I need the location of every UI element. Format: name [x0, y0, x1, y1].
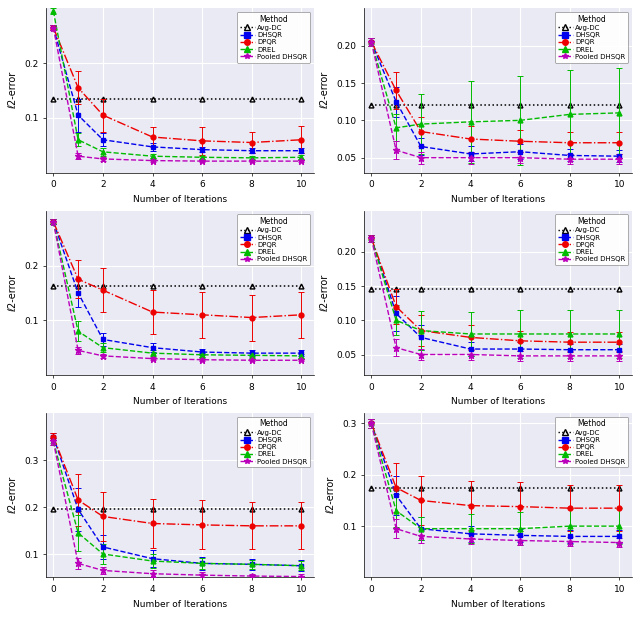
- X-axis label: Number of Iterations: Number of Iterations: [132, 195, 227, 204]
- X-axis label: Number of Iterations: Number of Iterations: [451, 397, 545, 406]
- Y-axis label: ℓ2-error: ℓ2-error: [8, 72, 19, 109]
- Legend: Avg-DC, DHSQR, DPQR, DREL, Pooled DHSQR: Avg-DC, DHSQR, DPQR, DREL, Pooled DHSQR: [237, 12, 310, 62]
- Y-axis label: ℓ2-error: ℓ2-error: [8, 275, 19, 312]
- Legend: Avg-DC, DHSQR, DPQR, DREL, Pooled DHSQR: Avg-DC, DHSQR, DPQR, DREL, Pooled DHSQR: [555, 12, 628, 62]
- X-axis label: Number of Iterations: Number of Iterations: [132, 600, 227, 608]
- Y-axis label: ℓ2-error: ℓ2-error: [326, 477, 337, 514]
- Legend: Avg-DC, DHSQR, DPQR, DREL, Pooled DHSQR: Avg-DC, DHSQR, DPQR, DREL, Pooled DHSQR: [237, 214, 310, 265]
- Legend: Avg-DC, DHSQR, DPQR, DREL, Pooled DHSQR: Avg-DC, DHSQR, DPQR, DREL, Pooled DHSQR: [555, 416, 628, 468]
- Y-axis label: ℓ2-error: ℓ2-error: [321, 72, 331, 109]
- Legend: Avg-DC, DHSQR, DPQR, DREL, Pooled DHSQR: Avg-DC, DHSQR, DPQR, DREL, Pooled DHSQR: [555, 214, 628, 265]
- X-axis label: Number of Iterations: Number of Iterations: [451, 600, 545, 608]
- Y-axis label: ℓ2-error: ℓ2-error: [8, 477, 19, 514]
- Legend: Avg-DC, DHSQR, DPQR, DREL, Pooled DHSQR: Avg-DC, DHSQR, DPQR, DREL, Pooled DHSQR: [237, 416, 310, 468]
- X-axis label: Number of Iterations: Number of Iterations: [451, 195, 545, 204]
- X-axis label: Number of Iterations: Number of Iterations: [132, 397, 227, 406]
- Y-axis label: ℓ2-error: ℓ2-error: [321, 275, 331, 312]
